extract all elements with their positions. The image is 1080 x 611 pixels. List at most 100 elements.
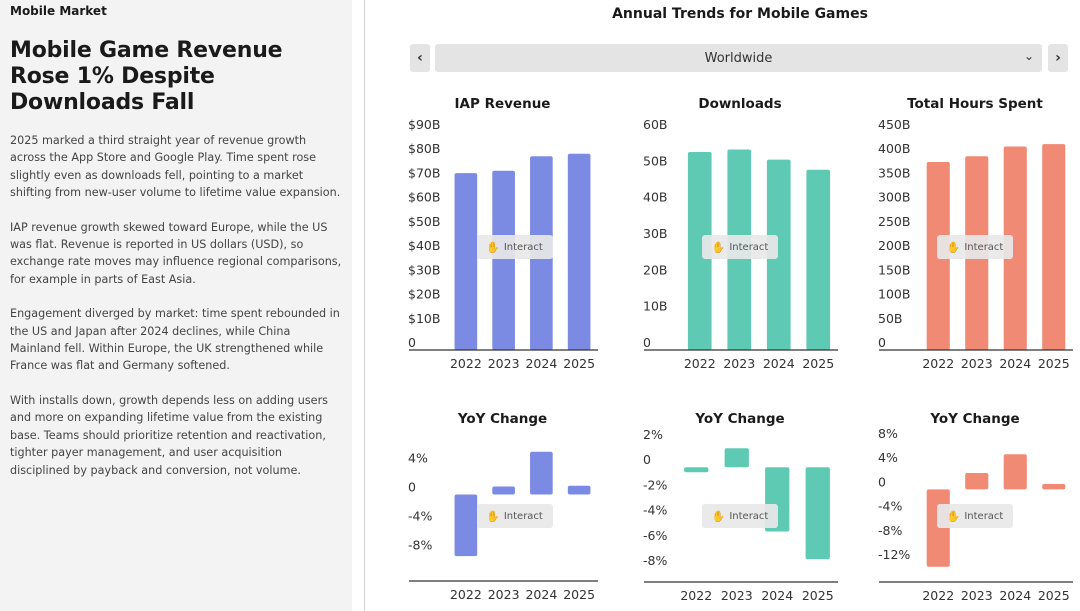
bar-2022[interactable]: [684, 467, 709, 473]
headline: Mobile Game Revenue Rose 1% Despite Down…: [10, 38, 283, 115]
interact-label: Interact: [503, 241, 543, 253]
x-tick-label: 2023: [488, 356, 520, 371]
bar-2022[interactable]: [687, 151, 712, 350]
bar-2025[interactable]: [567, 485, 591, 495]
x-tick-label: 2024: [999, 588, 1031, 603]
y-tick-label: $40B: [408, 238, 440, 253]
y-tick-label: 0: [408, 335, 416, 350]
x-tick-label: 2022: [922, 356, 954, 371]
x-tick-label: 2024: [525, 356, 557, 371]
bar-2023[interactable]: [492, 170, 515, 350]
chart-svg-downloads-yoy: YoY Change -8% -6% -4% -2% 0 2% 2022 2023 2024 202…: [643, 411, 838, 603]
chart-title: YoY Change: [929, 411, 1019, 427]
region-select-value: Worldwide: [704, 50, 773, 66]
y-tick-label: 300B: [878, 190, 910, 205]
x-tick-label: 2025: [563, 356, 595, 371]
bar-2024[interactable]: [766, 159, 791, 350]
next-region-button[interactable]: ›: [1048, 44, 1068, 72]
y-tick-label: $10B: [408, 311, 440, 326]
x-tick-label: 2024: [761, 588, 793, 603]
y-tick-label: 250B: [878, 214, 910, 229]
x-tick-label: 2025: [1038, 588, 1070, 603]
y-tick-label: -8%: [643, 553, 667, 568]
chevron-right-icon: ›: [1055, 50, 1061, 66]
y-tick-label: $90B: [408, 117, 440, 132]
x-tick-label: 2023: [961, 588, 993, 603]
y-tick-label: $20B: [408, 287, 440, 302]
chart-title: Total Hours Spent: [907, 96, 1043, 112]
bar-2023[interactable]: [724, 448, 749, 468]
interact-label: Interact: [503, 510, 543, 522]
chevron-left-icon: ‹: [417, 50, 423, 66]
y-tick-label: -6%: [643, 528, 667, 543]
y-tick-label: -2%: [643, 477, 667, 492]
bar-2025[interactable]: [567, 153, 591, 350]
chart-title: YoY Change: [694, 411, 784, 427]
interact-button[interactable]: ✋ Interact: [702, 235, 778, 259]
bar-2025[interactable]: [1042, 144, 1066, 350]
sidebar: Mobile Market Mobile Game Revenue Rose 1…: [0, 0, 352, 611]
x-tick-label: 2025: [802, 356, 834, 371]
y-tick-label: -4%: [643, 503, 667, 518]
y-tick-label: -4%: [408, 509, 432, 524]
y-tick-label: 400B: [878, 141, 910, 156]
interact-button[interactable]: ✋ Interact: [476, 504, 553, 528]
bar-2022[interactable]: [454, 173, 478, 350]
bar-2024[interactable]: [1003, 146, 1027, 350]
interact-button[interactable]: ✋ Interact: [476, 235, 553, 259]
region-select[interactable]: Worldwide ⌄: [435, 44, 1042, 72]
x-tick-label: 2022: [450, 356, 482, 371]
x-tick-label: 2024: [525, 587, 557, 602]
y-tick-label: 50B: [643, 153, 667, 168]
hand-pointer-icon: ✋: [486, 240, 500, 254]
y-tick-label: 20B: [643, 262, 667, 277]
bar-2023[interactable]: [492, 486, 515, 495]
bar-2025[interactable]: [1042, 483, 1066, 490]
x-tick-label: 2022: [680, 588, 712, 603]
y-tick-label: -8%: [878, 523, 902, 538]
interact-label: Interact: [729, 510, 769, 522]
y-tick-label: $70B: [408, 165, 440, 180]
hand-pointer-icon: ✋: [946, 509, 961, 523]
y-tick-label: 4%: [878, 450, 898, 465]
y-tick-label: $30B: [408, 262, 440, 277]
chart-svg-hours: Total Hours Spent 0 50B 100B 150B 200B 250B 300…: [878, 96, 1073, 371]
interact-label: Interact: [964, 510, 1004, 522]
y-tick-label: 0: [878, 335, 886, 350]
bar-2023[interactable]: [965, 473, 989, 490]
chart-downloads-yoy: YoY Change -8% -6% -4% -2% 0 2% 2022 2023 2024 202…: [640, 406, 840, 611]
y-tick-label: -8%: [408, 538, 432, 553]
bar-2025[interactable]: [805, 467, 830, 560]
chart-svg-iap-revenue: IAP Revenue 0 $10B $20B $30B $40B $50B $60B $70B…: [408, 96, 598, 371]
y-tick-label: 150B: [878, 262, 910, 277]
chart-title: Downloads: [698, 96, 781, 112]
bar-2022[interactable]: [926, 489, 950, 567]
y-tick-label: $50B: [408, 214, 440, 229]
bar-2025[interactable]: [806, 169, 831, 350]
chart-iap-yoy: YoY Change -8% -4% 0 4% 2022 2023 2024 2025 ✋ Inte…: [405, 406, 600, 611]
chart-svg-iap-yoy: YoY Change -8% -4% 0 4% 2022 2023 2024 2025: [408, 411, 598, 602]
interact-button[interactable]: ✋ Interact: [937, 504, 1013, 528]
y-tick-label: 4%: [408, 451, 428, 466]
x-tick-label: 2024: [999, 356, 1031, 371]
y-tick-label: -4%: [878, 499, 902, 514]
prev-region-button[interactable]: ‹: [410, 44, 430, 72]
x-tick-label: 2023: [488, 587, 520, 602]
y-tick-label: 0: [878, 474, 886, 489]
y-tick-label: 8%: [878, 426, 898, 441]
x-tick-label: 2022: [450, 587, 482, 602]
y-tick-label: 450B: [878, 117, 910, 132]
paragraph-1: 2025 marked a third straight year of rev…: [10, 134, 341, 200]
y-tick-label: 200B: [878, 238, 910, 253]
y-tick-label: 60B: [643, 117, 667, 132]
x-tick-label: 2022: [684, 356, 716, 371]
interact-button[interactable]: ✋ Interact: [702, 504, 778, 528]
y-tick-label: 30B: [643, 226, 667, 241]
chart-title: IAP Revenue: [455, 96, 551, 112]
x-tick-label: 2023: [721, 588, 753, 603]
bar-2024[interactable]: [1003, 454, 1027, 490]
interact-button[interactable]: ✋ Interact: [937, 235, 1013, 259]
bar-2024[interactable]: [530, 451, 553, 495]
chart-svg-hours-yoy: YoY Change -12% -8% -4% 0 4% 8% 2022 2023 2024 202…: [878, 411, 1073, 603]
bar-2022[interactable]: [454, 494, 478, 557]
